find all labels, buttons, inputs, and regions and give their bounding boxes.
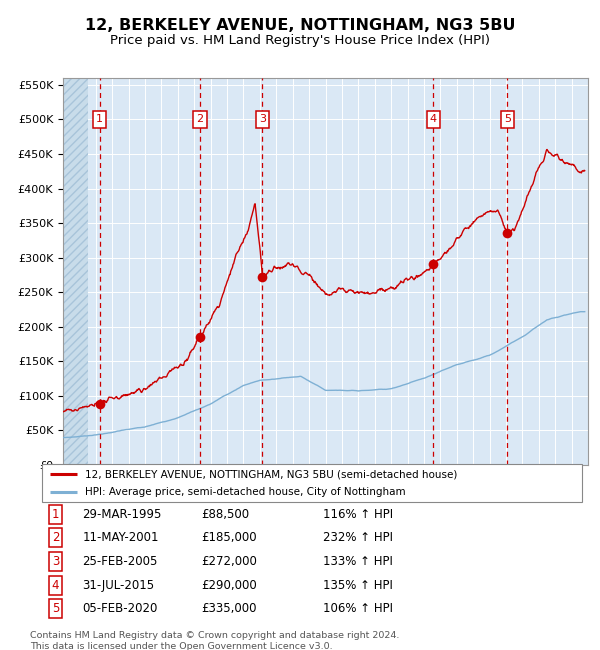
Text: Price paid vs. HM Land Registry's House Price Index (HPI): Price paid vs. HM Land Registry's House …: [110, 34, 490, 47]
Text: £290,000: £290,000: [201, 578, 257, 592]
Text: 3: 3: [52, 555, 59, 568]
Text: £335,000: £335,000: [201, 603, 257, 616]
Text: £88,500: £88,500: [201, 508, 249, 521]
Text: 12, BERKELEY AVENUE, NOTTINGHAM, NG3 5BU (semi-detached house): 12, BERKELEY AVENUE, NOTTINGHAM, NG3 5BU…: [85, 469, 458, 479]
Text: 5: 5: [504, 114, 511, 124]
Text: 106% ↑ HPI: 106% ↑ HPI: [323, 603, 392, 616]
Text: 4: 4: [430, 114, 437, 124]
Text: 232% ↑ HPI: 232% ↑ HPI: [323, 532, 392, 545]
Text: 116% ↑ HPI: 116% ↑ HPI: [323, 508, 392, 521]
Text: 05-FEB-2020: 05-FEB-2020: [82, 603, 158, 616]
Text: £272,000: £272,000: [201, 555, 257, 568]
Text: 1: 1: [96, 114, 103, 124]
Text: 12, BERKELEY AVENUE, NOTTINGHAM, NG3 5BU: 12, BERKELEY AVENUE, NOTTINGHAM, NG3 5BU: [85, 18, 515, 33]
Text: 1: 1: [52, 508, 59, 521]
Text: 5: 5: [52, 603, 59, 616]
Text: 3: 3: [259, 114, 266, 124]
Text: Contains HM Land Registry data © Crown copyright and database right 2024.
This d: Contains HM Land Registry data © Crown c…: [30, 630, 400, 650]
Text: 29-MAR-1995: 29-MAR-1995: [82, 508, 162, 521]
Text: 135% ↑ HPI: 135% ↑ HPI: [323, 578, 392, 592]
FancyBboxPatch shape: [42, 464, 582, 502]
Text: HPI: Average price, semi-detached house, City of Nottingham: HPI: Average price, semi-detached house,…: [85, 488, 406, 497]
Text: 25-FEB-2005: 25-FEB-2005: [82, 555, 158, 568]
Text: 11-MAY-2001: 11-MAY-2001: [82, 532, 159, 545]
Text: 133% ↑ HPI: 133% ↑ HPI: [323, 555, 392, 568]
Text: 4: 4: [52, 578, 59, 592]
Text: 2: 2: [52, 532, 59, 545]
Text: 31-JUL-2015: 31-JUL-2015: [82, 578, 155, 592]
Text: £185,000: £185,000: [201, 532, 257, 545]
Text: 2: 2: [197, 114, 204, 124]
